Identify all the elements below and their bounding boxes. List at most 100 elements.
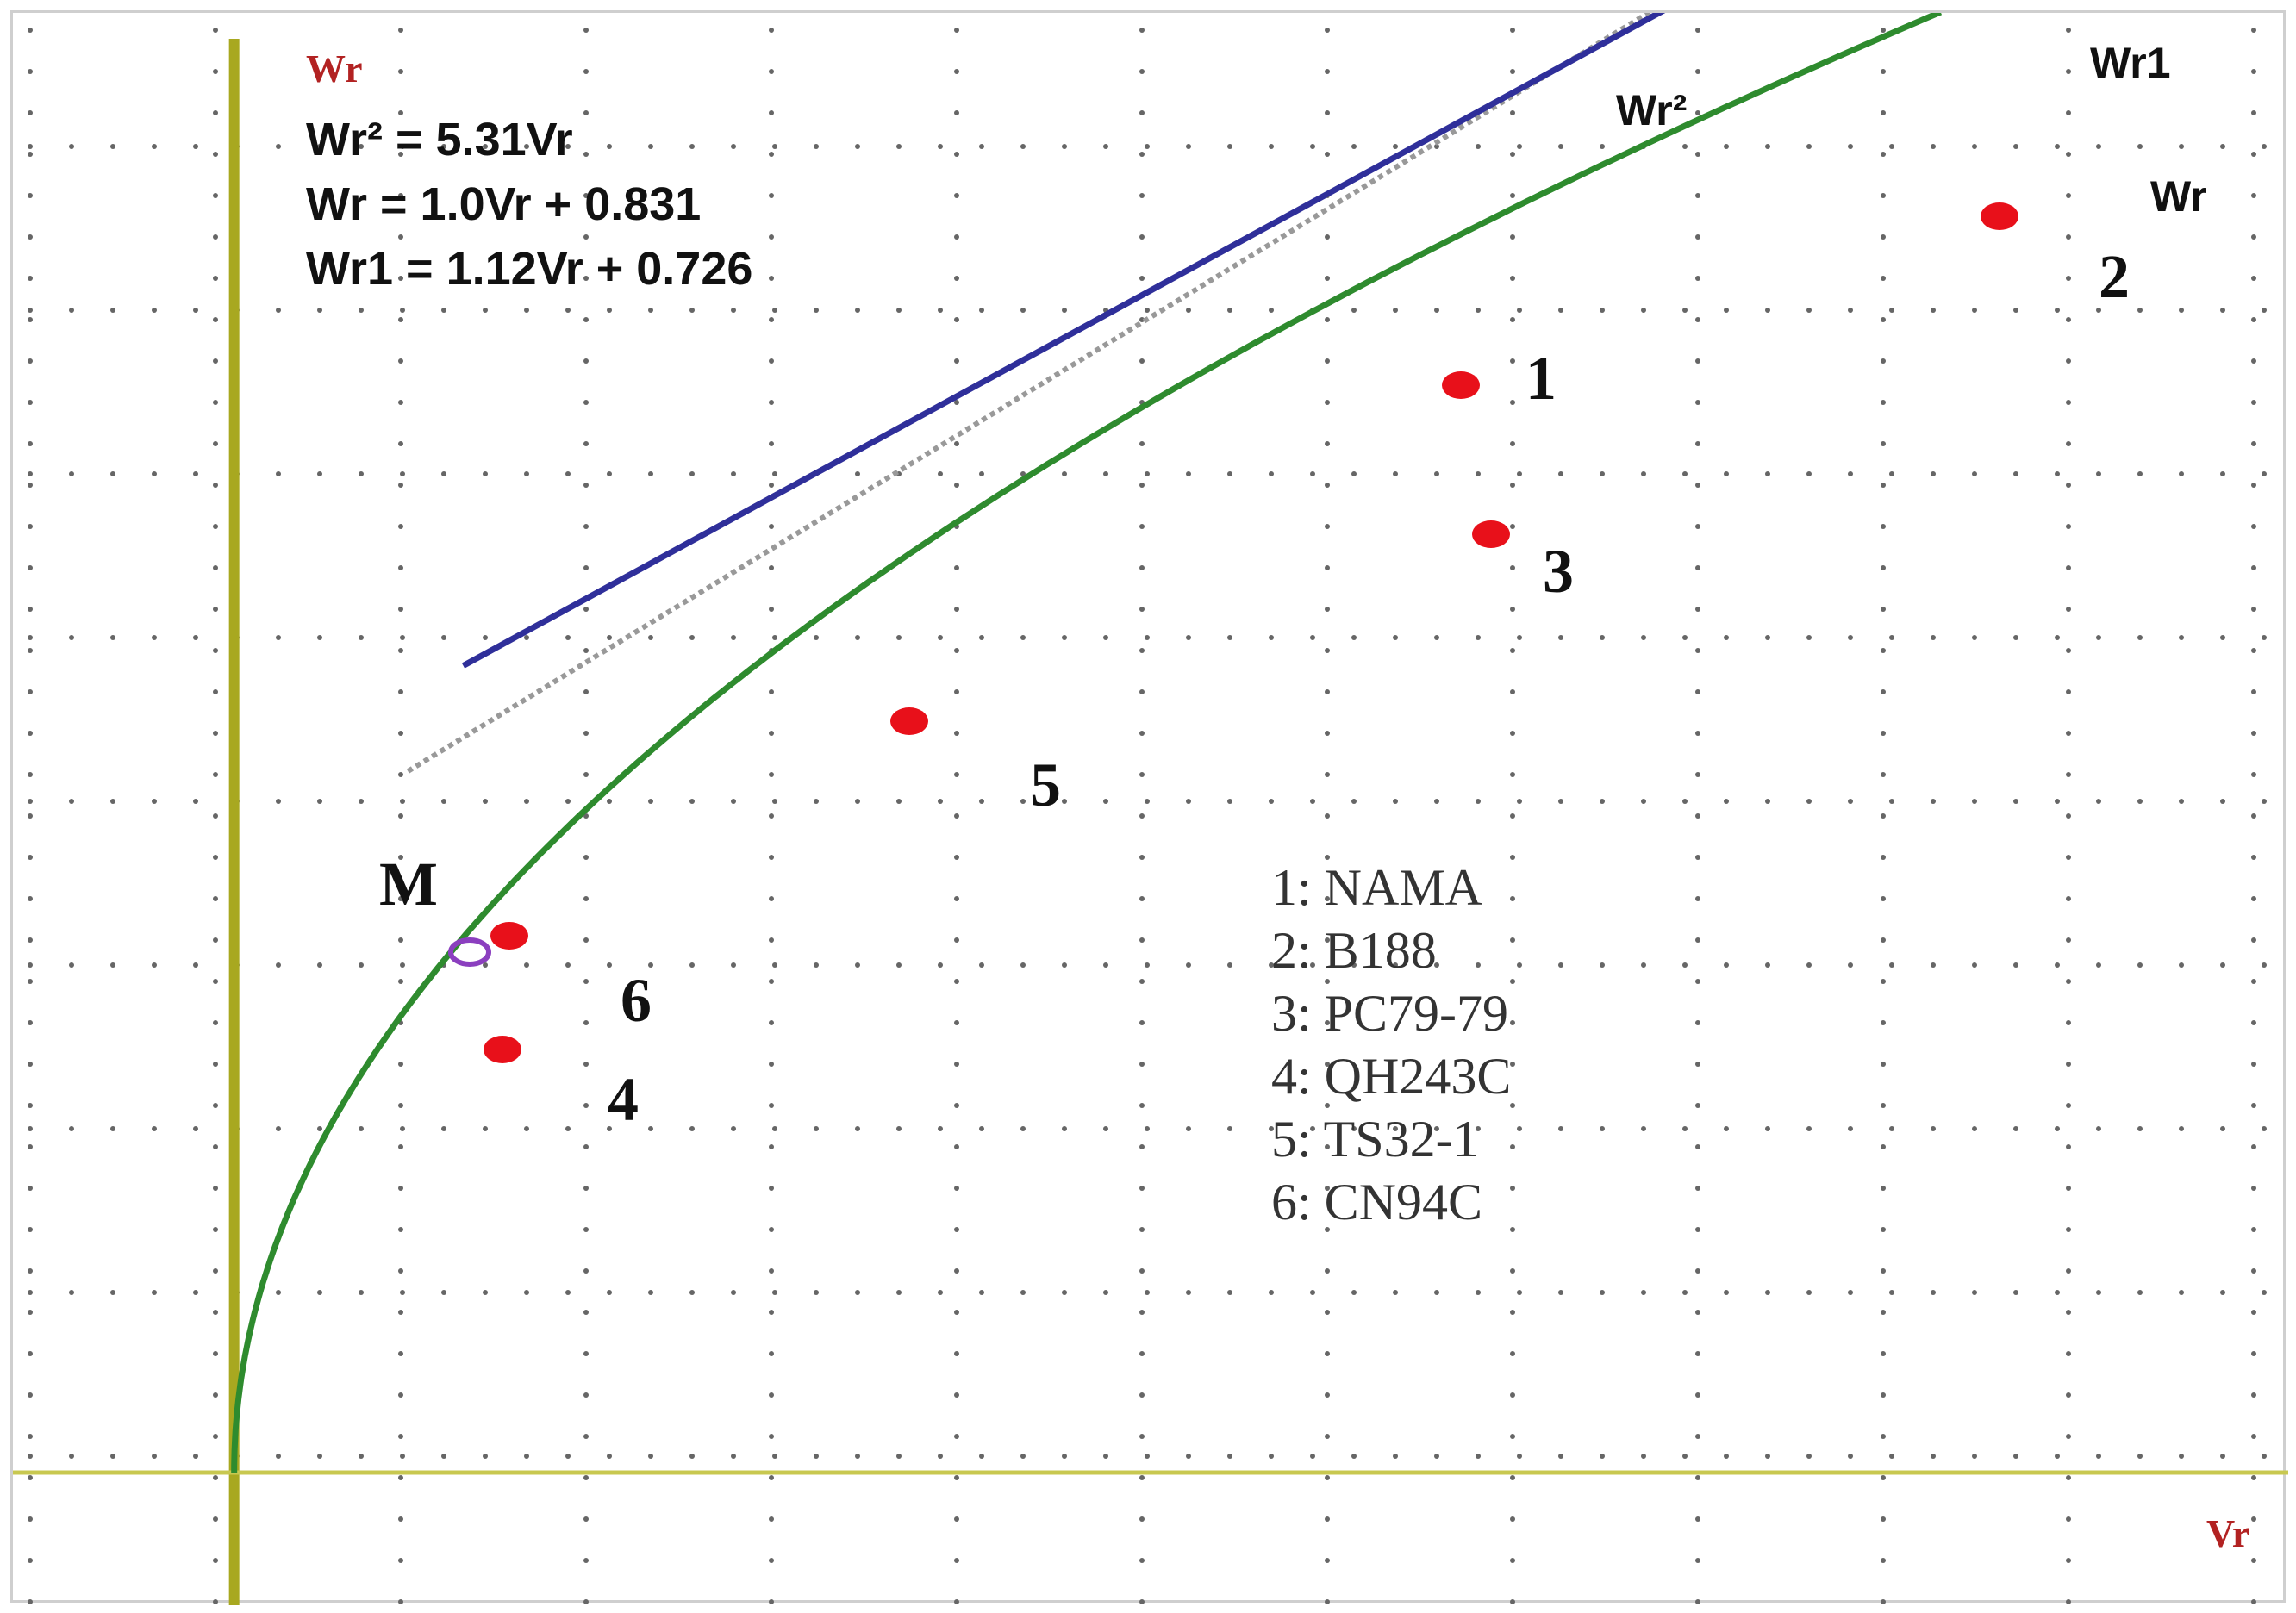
- grid-dot: [731, 962, 736, 968]
- grid-dot: [1765, 635, 1770, 640]
- grid-dot: [69, 1454, 74, 1459]
- grid-dot: [1972, 1126, 1977, 1131]
- grid-dot: [1931, 962, 1936, 968]
- grid-dot: [2013, 1454, 2018, 1459]
- grid-dot: [772, 144, 777, 149]
- grid-dot: [2066, 1310, 2071, 1315]
- grid-dot: [2013, 635, 2018, 640]
- grid-dot: [1682, 635, 1688, 640]
- grid-dot: [213, 483, 218, 488]
- grid-dot: [213, 400, 218, 405]
- grid-dot: [583, 565, 589, 570]
- grid-dot: [855, 308, 860, 313]
- grid-dot: [483, 962, 488, 968]
- grid-dot: [814, 962, 819, 968]
- grid-dot: [1510, 896, 1515, 901]
- grid-dot: [1724, 308, 1729, 313]
- grid-dot: [398, 28, 403, 33]
- grid-dot: [152, 1454, 157, 1459]
- grid-dot: [1186, 1290, 1191, 1295]
- grid-dot: [1020, 1126, 1026, 1131]
- grid-dot: [1139, 731, 1145, 736]
- grid-dot: [1139, 193, 1145, 198]
- grid-dot: [1881, 1227, 1886, 1232]
- grid-dot: [1641, 308, 1646, 313]
- grid-dot: [565, 962, 571, 968]
- grid-dots: [28, 28, 2267, 1604]
- grid-dot: [979, 799, 984, 804]
- grid-dot: [1641, 635, 1646, 640]
- grid-dot: [1476, 471, 1481, 476]
- grid-dot: [689, 962, 695, 968]
- grid-dot: [855, 799, 860, 804]
- grid-dot: [1695, 524, 1700, 529]
- grid-dot: [1600, 1454, 1605, 1459]
- grid-dot: [69, 308, 74, 313]
- grid-dot: [954, 1599, 959, 1604]
- grid-dot: [1881, 689, 1886, 694]
- grid-dot: [1510, 69, 1515, 74]
- grid-dot: [1062, 635, 1067, 640]
- grid-dot: [1806, 144, 1812, 149]
- grid-dot: [954, 28, 959, 33]
- grid-dot: [2137, 1126, 2143, 1131]
- grid-dot: [1881, 69, 1886, 74]
- grid-dot: [2066, 317, 2071, 322]
- grid-dot: [483, 1290, 488, 1295]
- grid-dot: [769, 193, 774, 198]
- grid-dot: [400, 144, 405, 149]
- grid-dot: [607, 1126, 612, 1131]
- grid-dot: [954, 193, 959, 198]
- grid-dot: [1682, 1126, 1688, 1131]
- grid-dot: [731, 1290, 736, 1295]
- grid-dot: [1889, 1290, 1894, 1295]
- grid-dot: [1510, 110, 1515, 115]
- grid-dot: [1139, 358, 1145, 364]
- grid-dot: [398, 234, 403, 240]
- grid-dot: [398, 317, 403, 322]
- grid-dot: [1139, 28, 1145, 33]
- grid-dot: [398, 110, 403, 115]
- grid-dot: [2262, 1126, 2267, 1131]
- grid-dot: [2251, 1020, 2256, 1025]
- grid-dot: [1848, 471, 1853, 476]
- grid-dot: [1139, 772, 1145, 777]
- grid-dot: [1325, 1558, 1330, 1563]
- grid-dot: [2251, 524, 2256, 529]
- grid-dot: [1186, 799, 1191, 804]
- grid-dot: [1062, 308, 1067, 313]
- grid-dot: [2220, 1126, 2225, 1131]
- grid-dot: [1848, 799, 1853, 804]
- grid-dot: [954, 69, 959, 74]
- grid-dot: [583, 317, 589, 322]
- grid-dot: [276, 962, 281, 968]
- grid-dot: [1510, 193, 1515, 198]
- grid-dot: [954, 1020, 959, 1025]
- grid-dot: [524, 471, 529, 476]
- grid-dot: [2013, 799, 2018, 804]
- grid-dot: [979, 1126, 984, 1131]
- grid-dot: [689, 471, 695, 476]
- grid-dot: [1510, 607, 1515, 612]
- grid-dot: [152, 1126, 157, 1131]
- grid-dot: [213, 1268, 218, 1274]
- grid-dot: [2179, 471, 2184, 476]
- grid-dot: [1695, 276, 1700, 281]
- grid-dot: [483, 144, 488, 149]
- grid-dot: [954, 358, 959, 364]
- grid-dot: [1103, 1290, 1108, 1295]
- grid-dot: [441, 144, 446, 149]
- grid-dot: [565, 635, 571, 640]
- grid-dot: [772, 1126, 777, 1131]
- grid-dot: [1510, 1020, 1515, 1025]
- grid-dot: [1881, 896, 1886, 901]
- grid-dot: [769, 772, 774, 777]
- grid-dot: [1682, 308, 1688, 313]
- grid-dot: [1351, 962, 1357, 968]
- grid-dot: [2066, 565, 2071, 570]
- grid-dot: [398, 731, 403, 736]
- grid-dot: [213, 441, 218, 446]
- grid-dot: [689, 144, 695, 149]
- grid-dot: [583, 193, 589, 198]
- grid-dot: [769, 28, 774, 33]
